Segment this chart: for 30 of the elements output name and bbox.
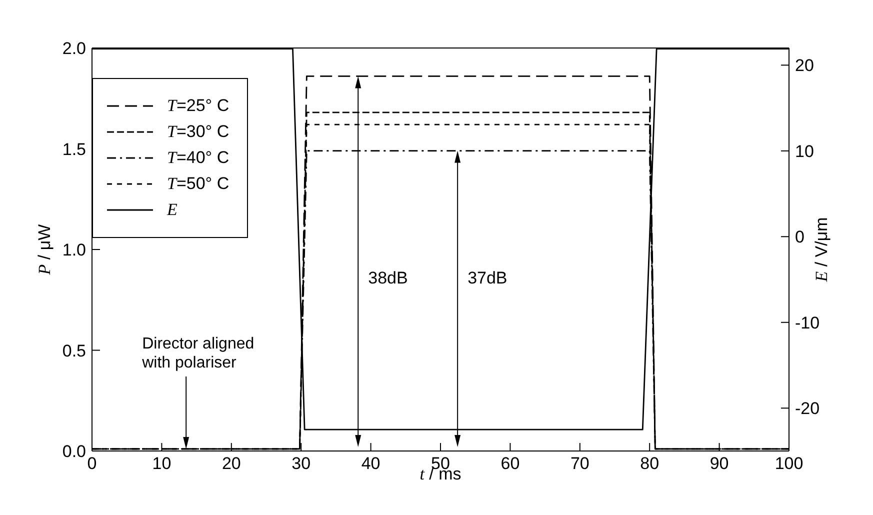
x-tick-label: 30 [292,454,311,474]
y2-tick-label: -10 [795,313,820,332]
x-tick-label: 20 [222,454,241,474]
x-tick-label: 70 [570,454,590,474]
x-tick-label: 40 [361,454,380,474]
y2-tick-label: 20 [795,56,814,76]
x-tick-label: 10 [152,454,172,474]
y-tick-label: 0.5 [62,341,86,360]
annotation: 38dB [368,268,408,288]
x-tick-label: 80 [640,454,660,474]
legend-label: E [167,200,178,219]
legend-label: T=50° C [167,174,230,194]
x-tick-label: 90 [710,454,729,474]
y2-tick-label: 10 [795,142,814,161]
y-tick-label: 1.0 [62,240,86,260]
annotation: Director aligned with polariser [141,335,254,372]
x-tick-label: 100 [774,454,804,474]
legend-label: T=40° C [167,148,230,168]
x-tick-label: 60 [500,454,520,474]
legend-label: T=30° C [167,122,230,142]
y-tick-label: 1.5 [62,140,86,159]
y-axis-title: P / μW [35,224,54,276]
y2-tick-label: 0 [795,228,804,247]
legend-label: T=25° C [167,96,230,116]
y-tick-label: 2.0 [62,39,86,58]
y2-tick-label: -20 [795,399,820,418]
annotation: 37dB [468,268,508,288]
x-tick-label: 0 [87,454,97,474]
y-tick-label: 0.0 [62,442,86,462]
y2-axis-title: E / V/μm [812,217,831,283]
